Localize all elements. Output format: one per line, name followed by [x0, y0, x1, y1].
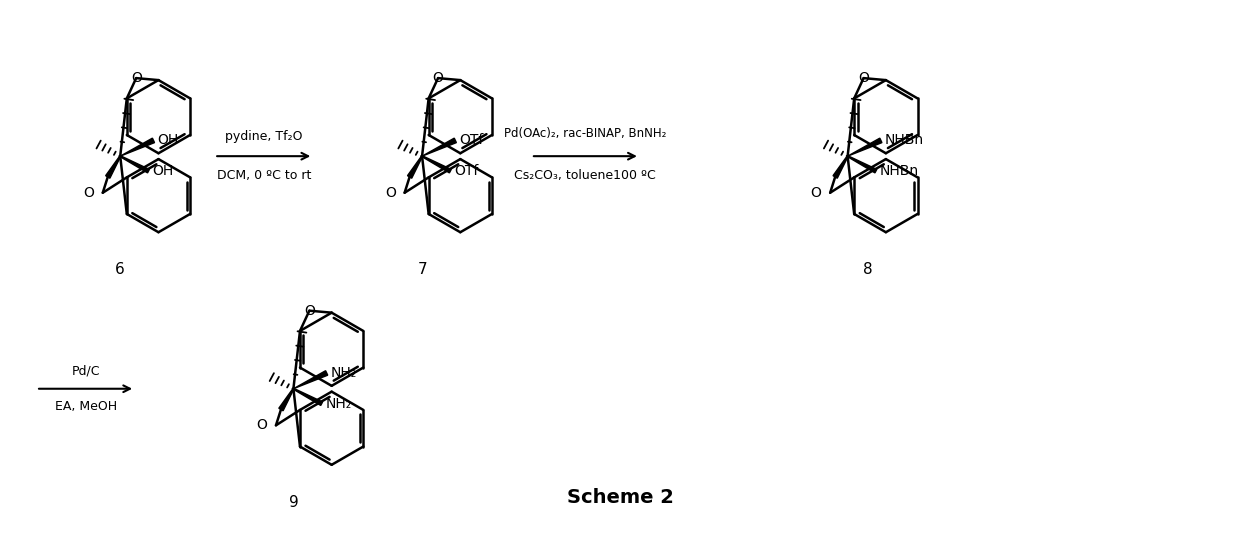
Text: OH: OH: [153, 164, 174, 178]
Polygon shape: [294, 371, 327, 389]
Polygon shape: [847, 156, 877, 173]
Text: O: O: [130, 71, 141, 85]
Polygon shape: [833, 156, 848, 178]
Polygon shape: [105, 156, 120, 178]
Text: O: O: [858, 71, 869, 85]
Text: O: O: [304, 304, 315, 318]
Text: Cs₂CO₃, toluene100 ºC: Cs₂CO₃, toluene100 ºC: [515, 170, 656, 183]
Text: DCM, 0 ºC to rt: DCM, 0 ºC to rt: [217, 170, 311, 183]
Text: 9: 9: [289, 495, 299, 510]
Text: NHBn: NHBn: [880, 164, 919, 178]
Text: O: O: [257, 418, 267, 432]
Polygon shape: [422, 156, 451, 173]
Text: 7: 7: [417, 263, 427, 278]
Text: O: O: [811, 186, 821, 200]
Text: EA, MeOH: EA, MeOH: [55, 400, 117, 413]
Text: pydine, Tf₂O: pydine, Tf₂O: [224, 130, 303, 143]
Polygon shape: [848, 138, 882, 156]
Polygon shape: [293, 388, 322, 405]
Text: OTf: OTf: [454, 164, 479, 178]
Text: NHBn: NHBn: [885, 133, 924, 147]
Text: Scheme 2: Scheme 2: [567, 488, 673, 507]
Polygon shape: [422, 138, 456, 156]
Polygon shape: [120, 138, 155, 156]
Text: Pd(OAc)₂, rac-BINAP, BnNH₂: Pd(OAc)₂, rac-BINAP, BnNH₂: [505, 127, 667, 140]
Polygon shape: [120, 156, 149, 173]
Text: OH: OH: [157, 133, 179, 147]
Text: OTf: OTf: [459, 133, 484, 147]
Text: 8: 8: [863, 263, 872, 278]
Text: Pd/C: Pd/C: [72, 365, 100, 378]
Polygon shape: [408, 156, 423, 178]
Text: O: O: [384, 186, 396, 200]
Polygon shape: [279, 388, 294, 411]
Text: NH₂: NH₂: [331, 366, 357, 380]
Text: O: O: [83, 186, 94, 200]
Text: NH₂: NH₂: [326, 397, 352, 411]
Text: O: O: [433, 71, 444, 85]
Text: 6: 6: [115, 263, 125, 278]
